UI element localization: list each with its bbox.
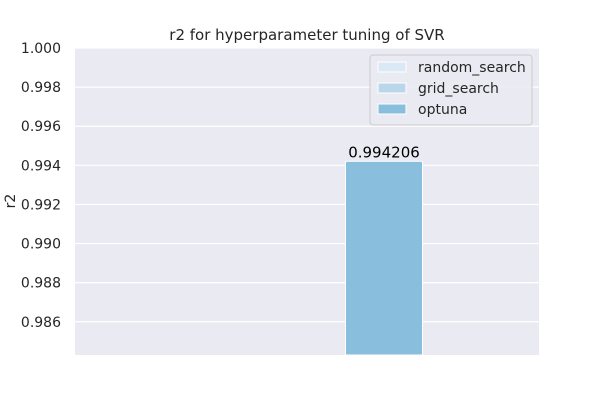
y-tick-label: 0.996	[21, 119, 61, 135]
y-tick-label: 0.994	[21, 158, 61, 174]
y-axis-label: r2	[3, 194, 19, 209]
legend-frame	[369, 54, 533, 126]
bar-optuna	[345, 160, 423, 356]
y-tick-label: 0.992	[21, 197, 61, 213]
chart-title: r2 for hyperparameter tuning of SVR	[169, 26, 444, 44]
y-tick-label: 0.988	[21, 276, 61, 292]
y-tick-label: 0.986	[21, 315, 61, 331]
y-tick-label: 1.000	[21, 41, 61, 57]
y-tick-label: 0.998	[21, 80, 61, 96]
legend-label-grid-search: grid_search	[418, 81, 499, 97]
y-tick-label: 0.990	[21, 237, 61, 253]
y-axis-ticks: 0.986 0.988 0.990 0.992 0.994 0.996 0.998 1.000	[21, 41, 61, 331]
data-label-optuna: 0.994206	[348, 143, 420, 161]
legend-label-optuna: optuna	[418, 102, 467, 118]
legend-swatch-grid-search	[377, 82, 407, 94]
data-labels: 0.994206	[348, 143, 420, 161]
legend-swatch-random-search	[377, 61, 407, 73]
legend-swatch-optuna	[377, 103, 407, 115]
bars	[345, 160, 423, 356]
legend-label-random-search: random_search	[418, 60, 526, 76]
